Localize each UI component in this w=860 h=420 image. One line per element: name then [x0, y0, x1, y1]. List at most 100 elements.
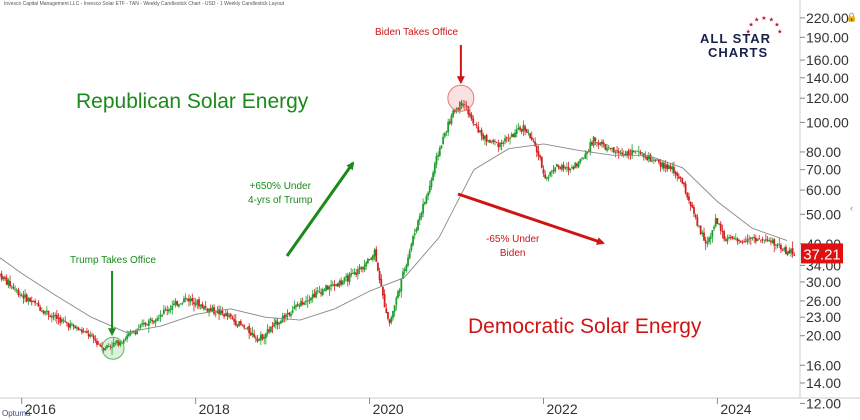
candle-body: [193, 302, 195, 305]
candle-body: [17, 289, 20, 296]
under-trump-label: +650% Under 4-yrs of Trump: [248, 180, 312, 208]
candle-body: [696, 216, 699, 226]
candle-body: [373, 249, 376, 257]
candle-body: [268, 329, 271, 332]
candle-body: [186, 298, 189, 300]
candle-body: [383, 294, 386, 308]
candle-body: [366, 258, 369, 264]
candle-body: [139, 325, 142, 328]
candle-body: [584, 153, 587, 159]
candle-body: [114, 343, 117, 345]
candle-body: [109, 346, 112, 348]
candle-body: [512, 134, 515, 138]
candle-body: [326, 285, 329, 290]
candle-body: [30, 300, 33, 303]
candle-body: [10, 285, 13, 287]
candle-body: [24, 294, 26, 298]
candle-body: [462, 103, 465, 107]
candle-body: [500, 142, 503, 144]
candle-body: [22, 295, 25, 299]
candle-body: [679, 177, 682, 179]
candle-body: [5, 277, 8, 285]
candle-body: [311, 294, 314, 299]
candle-body: [594, 137, 597, 142]
candle-body: [614, 151, 617, 154]
candle-body: [208, 308, 210, 313]
collapse-chevron-icon[interactable]: ‹: [850, 203, 853, 213]
lock-icon[interactable]: 🔒: [846, 12, 858, 22]
candle-body: [646, 156, 649, 161]
candle-body: [599, 142, 602, 146]
candle-body: [736, 238, 739, 242]
candle-body: [40, 310, 43, 312]
trump-marker-circle: [101, 336, 125, 360]
candle-body: [671, 166, 674, 170]
candle-body: [596, 141, 598, 143]
candle-body: [479, 130, 481, 132]
candle-body: [422, 204, 424, 214]
candle-body: [59, 317, 62, 323]
candle-body: [433, 163, 436, 174]
candle-body: [216, 310, 219, 314]
candle-body: [92, 335, 95, 339]
candle-body: [666, 164, 669, 170]
candle-body: [505, 137, 508, 139]
candle-body: [126, 335, 128, 340]
candle-body: [448, 121, 451, 124]
y-tick-label: 50.00: [806, 206, 841, 222]
candle-body: [79, 329, 82, 330]
candle-body: [499, 142, 501, 147]
candle-body: [62, 320, 65, 321]
candle-body: [178, 304, 180, 307]
logo-star-icon: ★: [777, 28, 782, 35]
candle-body: [253, 333, 256, 338]
candle-body: [173, 303, 175, 306]
candle-body: [152, 321, 155, 323]
candle-body: [738, 239, 741, 241]
candle-body: [99, 344, 102, 347]
candle-body: [688, 196, 690, 201]
candle-body: [497, 143, 500, 148]
candle-body: [418, 216, 421, 221]
candle-body: [626, 151, 628, 157]
candle-body: [731, 236, 734, 239]
candle-body: [256, 338, 259, 342]
candle-body: [612, 147, 615, 153]
trump-takes-office-label: Trump Takes Office: [70, 255, 156, 266]
y-tick-label: 190.00: [806, 29, 849, 45]
candle-body: [246, 327, 249, 329]
candle-body: [310, 297, 312, 301]
candle-body: [713, 226, 715, 229]
under-biden-label: -65% Under Biden: [486, 233, 539, 261]
y-tick-label: 14.00: [806, 375, 841, 391]
candle-body: [721, 231, 724, 232]
candle-body: [343, 277, 346, 282]
candle-body: [388, 319, 391, 324]
candle-body: [729, 237, 732, 238]
candle-body: [57, 317, 60, 319]
candle-body: [60, 319, 63, 323]
candle-body: [249, 332, 252, 336]
candle-body: [392, 310, 394, 318]
candle-body: [535, 146, 538, 153]
candle-body: [76, 327, 78, 329]
candle-body: [761, 238, 764, 240]
candle-body: [673, 166, 675, 173]
candle-body: [203, 306, 205, 310]
candle-body: [231, 317, 234, 319]
candle-body: [733, 238, 736, 239]
candle-body: [647, 155, 650, 160]
candle-body: [372, 255, 374, 260]
under-trump-line2: 4-yrs of Trump: [248, 195, 313, 206]
candle-body: [564, 167, 567, 169]
candle-body: [146, 324, 149, 326]
candle-body: [258, 339, 261, 341]
candle-body: [753, 237, 756, 239]
candle-body: [306, 300, 309, 302]
candle-body: [375, 248, 378, 262]
candle-body: [734, 238, 737, 240]
candle-body: [400, 278, 403, 291]
candle-body: [47, 310, 50, 315]
candle-body: [592, 136, 595, 146]
candle-body: [652, 159, 655, 161]
